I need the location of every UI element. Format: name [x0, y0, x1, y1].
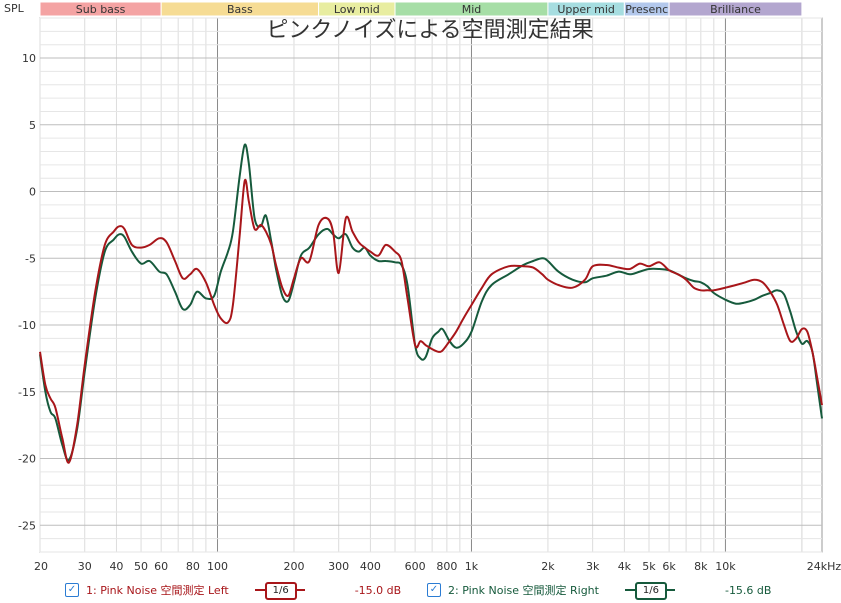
- offset-left: -15.0 dB: [354, 583, 402, 597]
- smoothing-label-left: 1/6: [264, 582, 297, 600]
- x-tick-label: 3k: [586, 560, 600, 573]
- y-tick-label: -5: [25, 252, 36, 265]
- checkbox-right[interactable]: ✓: [427, 583, 441, 597]
- smoothing-button-left[interactable]: 1/6: [254, 581, 305, 600]
- legend-item-left[interactable]: ✓ 1: Pink Noise 空間測定 Left 1/6 -15.0 dB: [65, 580, 401, 600]
- smoothing-button-right[interactable]: 1/6: [624, 581, 675, 600]
- y-tick-label: 10: [22, 52, 36, 65]
- band-label: Upper mid: [557, 3, 615, 16]
- band-label: Presenc: [625, 3, 668, 16]
- band-label: Mid: [462, 3, 482, 16]
- x-tick-label: 300: [328, 560, 349, 573]
- x-tick-label: 2k: [541, 560, 555, 573]
- y-tick-label: 5: [29, 119, 36, 132]
- band-label: Brilliance: [710, 3, 761, 16]
- x-tick-label: 80: [186, 560, 200, 573]
- x-tick-label: 20: [34, 560, 48, 573]
- x-tick-label: 600: [405, 560, 426, 573]
- x-tick-label: 400: [360, 560, 381, 573]
- x-tick-label: 100: [207, 560, 228, 573]
- x-tick-label: 50: [134, 560, 148, 573]
- y-tick-label: -20: [18, 453, 36, 466]
- x-tick-label: 5k: [642, 560, 656, 573]
- y-axis-label: SPL: [4, 2, 25, 15]
- smoothing-label-right: 1/6: [634, 582, 667, 600]
- x-tick-label: 30: [78, 560, 92, 573]
- x-tick-label: 10k: [715, 560, 736, 573]
- y-tick-label: -15: [18, 386, 36, 399]
- x-tick-label: 24kHz: [807, 560, 841, 573]
- legend-item-right[interactable]: ✓ 2: Pink Noise 空間測定 Right 1/6 -15.6 dB: [427, 580, 771, 600]
- x-tick-label: 800: [436, 560, 457, 573]
- x-tick-label: 60: [154, 560, 168, 573]
- x-tick-label: 4k: [618, 560, 632, 573]
- offset-right: -15.6 dB: [724, 583, 772, 597]
- series-line-left: [39, 178, 823, 464]
- x-tick-label: 8k: [694, 560, 708, 573]
- band-label: Sub bass: [76, 3, 126, 16]
- y-tick-label: 0: [29, 186, 36, 199]
- chart-title: ピンクノイズによる空間測定結果: [266, 18, 593, 43]
- y-tick-label: -10: [18, 319, 36, 332]
- series-line-right: [39, 143, 823, 462]
- band-label: Bass: [227, 3, 253, 16]
- x-tick-label: 200: [283, 560, 304, 573]
- x-tick-label: 1k: [465, 560, 479, 573]
- legend-label-left: 1: Pink Noise 空間測定 Left: [86, 584, 229, 597]
- band-6: [668, 1, 803, 17]
- y-tick-label: -25: [18, 519, 36, 532]
- x-tick-label: 40: [109, 560, 123, 573]
- legend-label-right: 2: Pink Noise 空間測定 Right: [448, 584, 599, 597]
- x-tick-label: 6k: [662, 560, 676, 573]
- checkbox-left[interactable]: ✓: [65, 583, 79, 597]
- band-label: Low mid: [334, 3, 380, 16]
